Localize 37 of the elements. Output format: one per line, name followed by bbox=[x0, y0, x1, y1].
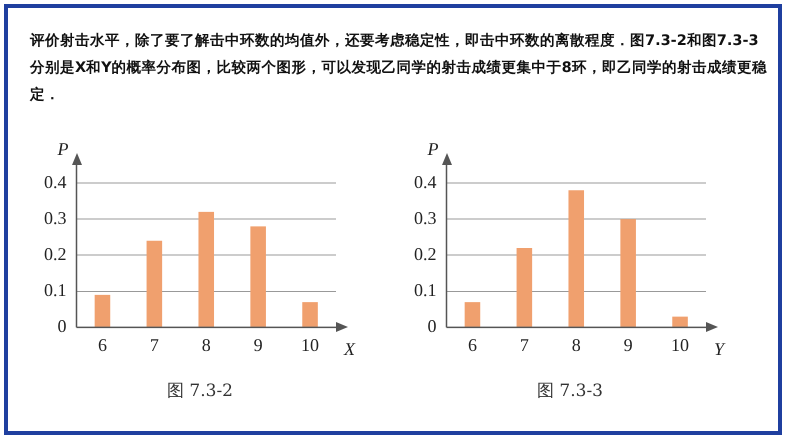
x-axis-title: X bbox=[344, 339, 356, 360]
x-tick-label: 8 bbox=[572, 334, 581, 355]
x-axis-title: Y bbox=[714, 339, 726, 360]
x-tick-label: 10 bbox=[301, 334, 320, 355]
y-tick-label: 0.1 bbox=[44, 280, 66, 300]
bar bbox=[198, 212, 214, 327]
x-tick-label: 9 bbox=[624, 334, 633, 355]
y-axis-title: P bbox=[426, 139, 438, 160]
x-tick-label: 9 bbox=[254, 334, 263, 355]
y-tick-label: 0.1 bbox=[414, 280, 436, 300]
bar bbox=[620, 219, 636, 327]
y-axis-title: P bbox=[56, 139, 68, 160]
x-tick-label: 6 bbox=[98, 334, 107, 355]
y-tick-label: 0.4 bbox=[44, 172, 66, 192]
y-tick-label: 0.2 bbox=[44, 244, 66, 264]
y-tick-label: 0.3 bbox=[44, 208, 66, 228]
x-tick-label: 7 bbox=[520, 334, 529, 355]
y-tick-label: 0 bbox=[428, 316, 436, 336]
text: 评价射击水平，除了要了解击中环数的均值外，还要考虑稳定性，即击中环数的离散程度．图7.3-2和图7.3-3分别是X和Y的概率分布图，比较两个图形，可以发现乙同学的射击成绩更集中于8环，即乙同学的射击成绩更稳定． bbox=[30, 31, 768, 105]
bar bbox=[568, 190, 584, 327]
y-tick-label: 0.3 bbox=[414, 208, 436, 228]
x-tick-label: 6 bbox=[468, 334, 477, 355]
bar bbox=[516, 248, 532, 327]
y-tick-label: 0.4 bbox=[414, 172, 436, 192]
x-tick-label: 7 bbox=[150, 334, 159, 355]
bar bbox=[302, 302, 318, 327]
y-tick-label: 0 bbox=[58, 316, 66, 336]
bar bbox=[464, 302, 480, 327]
x-tick-label: 8 bbox=[202, 334, 211, 355]
bar bbox=[94, 294, 110, 327]
y-tick-label: 0.2 bbox=[414, 244, 436, 264]
caption: 图 7.3-2 bbox=[166, 380, 234, 402]
bar bbox=[672, 316, 688, 327]
caption: 图 7.3-3 bbox=[536, 380, 604, 402]
bar bbox=[250, 226, 266, 327]
x-tick-label: 10 bbox=[671, 334, 690, 355]
bar bbox=[146, 240, 162, 327]
